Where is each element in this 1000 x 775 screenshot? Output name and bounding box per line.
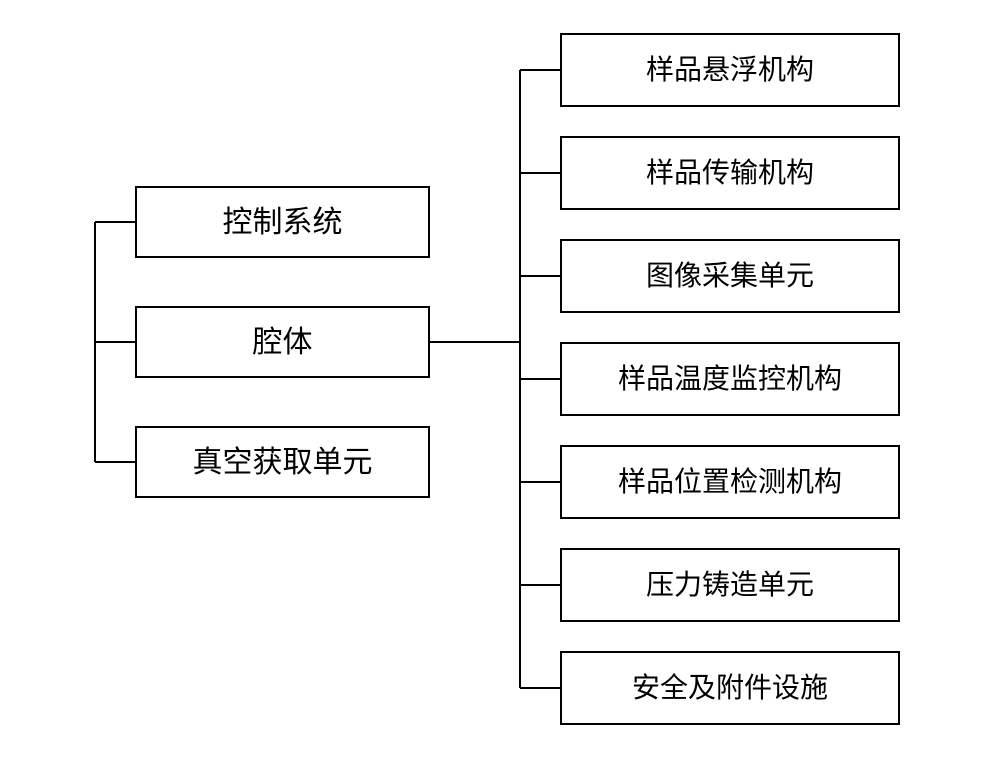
- right-node-sample-temp-monitor-label: 样品温度监控机构: [618, 364, 842, 395]
- right-node-safety-accessories-label: 安全及附件设施: [632, 673, 828, 704]
- right-node-pressure-casting-label: 压力铸造单元: [646, 570, 814, 601]
- right-node-sample-transfer-label: 样品传输机构: [646, 158, 814, 189]
- left-node-cavity-label: 腔体: [253, 326, 313, 359]
- right-node-sample-temp-monitor: 样品温度监控机构: [560, 342, 900, 416]
- right-node-image-acquisition: 图像采集单元: [560, 239, 900, 313]
- right-node-safety-accessories: 安全及附件设施: [560, 651, 900, 725]
- left-node-control-system: 控制系统: [135, 186, 430, 258]
- left-node-cavity: 腔体: [135, 306, 430, 378]
- right-node-sample-suspension: 样品悬浮机构: [560, 33, 900, 107]
- right-node-pressure-casting: 压力铸造单元: [560, 548, 900, 622]
- right-node-image-acquisition-label: 图像采集单元: [646, 261, 814, 292]
- right-node-sample-suspension-label: 样品悬浮机构: [646, 55, 814, 86]
- right-node-sample-pos-detection: 样品位置检测机构: [560, 445, 900, 519]
- right-node-sample-transfer: 样品传输机构: [560, 136, 900, 210]
- left-node-vacuum-acquisition-label: 真空获取单元: [193, 446, 373, 479]
- left-node-control-system-label: 控制系统: [223, 206, 343, 239]
- right-node-sample-pos-detection-label: 样品位置检测机构: [618, 467, 842, 498]
- left-node-vacuum-acquisition: 真空获取单元: [135, 426, 430, 498]
